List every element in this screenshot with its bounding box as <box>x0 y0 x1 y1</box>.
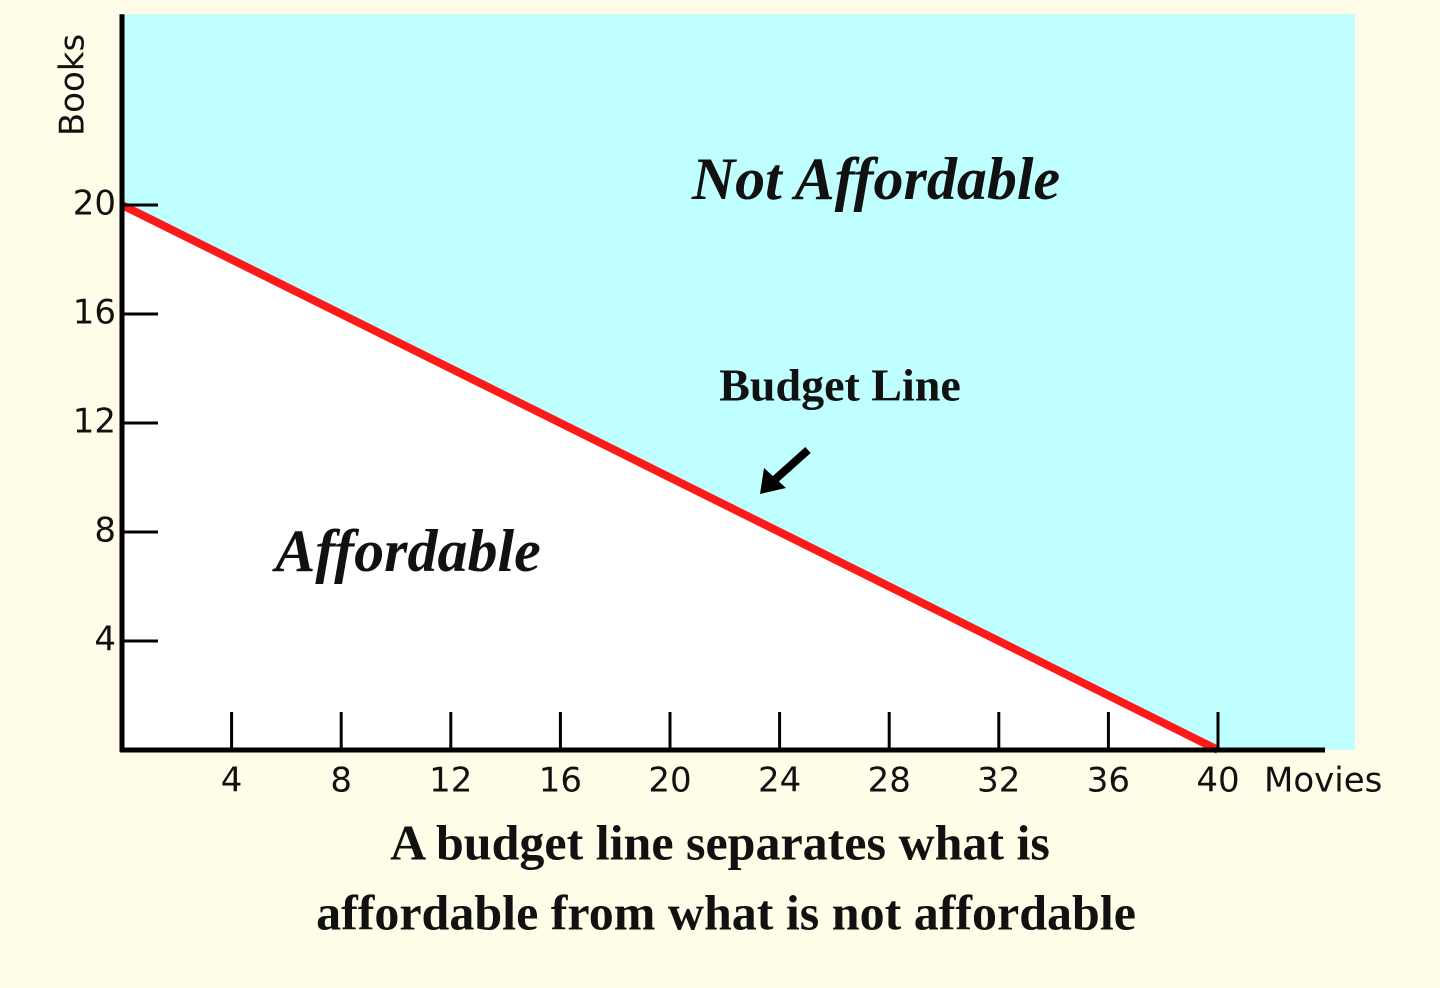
arrow-head <box>760 468 786 494</box>
y-tick-label: 20 <box>73 184 116 224</box>
y-tick-label: 16 <box>73 293 116 333</box>
x-tick-label: 24 <box>758 761 801 801</box>
x-axis-label: Movies <box>1264 761 1382 801</box>
annotation-affordable: Affordable <box>271 518 541 584</box>
y-axis-label: Books <box>53 34 93 136</box>
caption-line: A budget line separates what is <box>390 814 1050 870</box>
x-tick-label: 20 <box>648 761 691 801</box>
overlay: 4 8 12 16 20 24 28 32 36 40 4 8 12 16 20 <box>73 14 1325 801</box>
annotation-not-affordable: Not Affordable <box>691 146 1060 212</box>
y-tick-label: 12 <box>73 402 116 442</box>
x-tick-label: 8 <box>330 761 352 801</box>
x-tick-label: 4 <box>221 761 243 801</box>
annotation-budget-line: Budget Line <box>719 360 961 411</box>
x-tick-label: 16 <box>539 761 582 801</box>
budget-line <box>120 201 1220 754</box>
caption-line: affordable from what is not affordable <box>316 884 1136 940</box>
y-tick-label: 8 <box>94 511 116 551</box>
arrow-shaft <box>767 447 811 487</box>
x-tick-label: 32 <box>977 761 1020 801</box>
x-tick-label: 28 <box>868 761 911 801</box>
y-tick-label: 4 <box>94 620 116 660</box>
x-tick-label: 40 <box>1196 761 1239 801</box>
x-tick-label: 12 <box>429 761 472 801</box>
arrow <box>760 447 811 494</box>
x-tick-label: 36 <box>1087 761 1130 801</box>
